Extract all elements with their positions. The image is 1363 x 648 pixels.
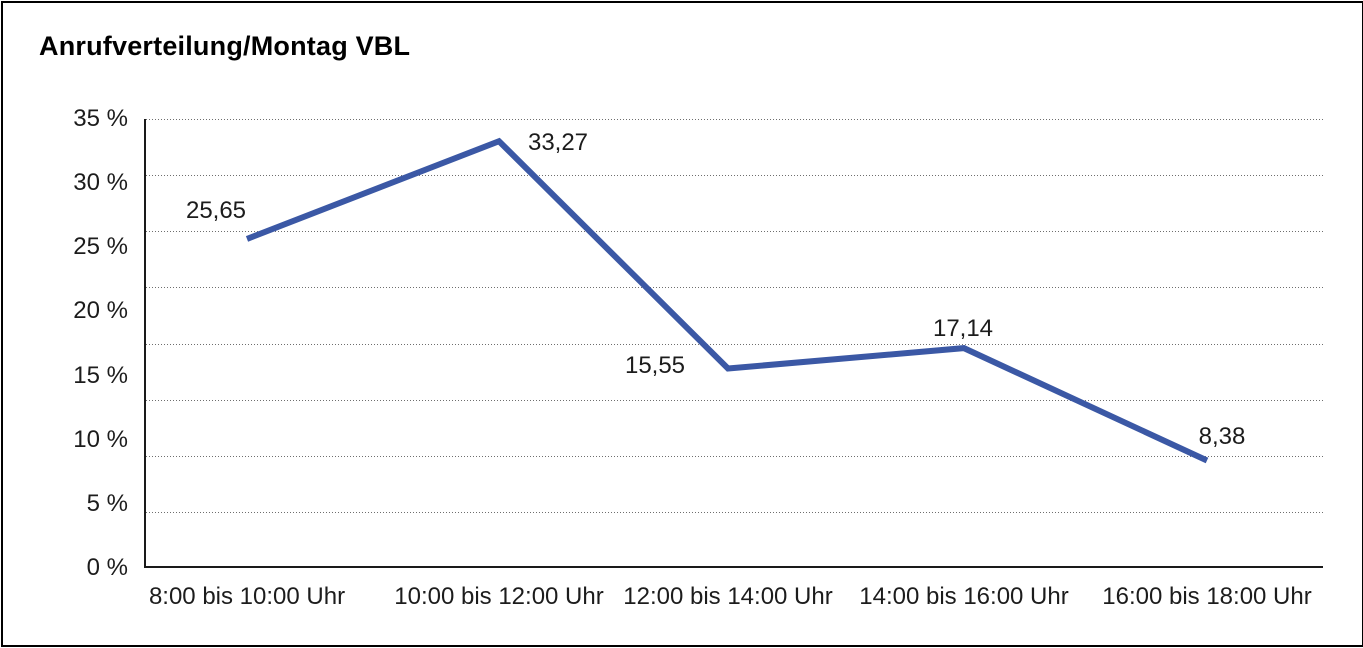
x-axis-tick-label: 10:00 bis 12:00 Uhr <box>394 583 604 610</box>
y-axis-tick-label: 0 % <box>86 554 128 581</box>
x-axis-line <box>144 566 1323 568</box>
gridline <box>146 400 1323 401</box>
y-axis-tick-label: 20 % <box>73 297 128 324</box>
y-axis-tick-label: 5 % <box>86 490 128 517</box>
gridline <box>146 119 1323 120</box>
data-point-label: 25,65 <box>185 197 247 224</box>
y-axis-tick-label: 35 % <box>73 105 128 132</box>
y-axis-tick-label: 25 % <box>73 233 128 260</box>
data-point-label: 33,27 <box>527 129 589 156</box>
x-axis-tick-label: 16:00 bis 18:00 Uhr <box>1102 583 1312 610</box>
gridline <box>146 231 1323 232</box>
y-axis-tick-label: 30 % <box>73 169 128 196</box>
gridline <box>146 456 1323 457</box>
gridline <box>146 344 1323 345</box>
data-point-label: 17,14 <box>932 315 994 342</box>
gridline <box>146 287 1323 288</box>
x-axis-tick-label: 8:00 bis 10:00 Uhr <box>148 583 346 610</box>
x-axis-tick-label: 12:00 bis 14:00 Uhr <box>623 583 833 610</box>
gridline <box>146 175 1323 176</box>
y-axis-tick-label: 10 % <box>73 426 128 453</box>
chart-title: Anrufverteilung/Montag VBL <box>39 31 411 61</box>
y-axis-line <box>144 119 146 568</box>
data-point-label: 8,38 <box>1198 423 1246 450</box>
line-series <box>245 137 1209 464</box>
x-axis-tick-label: 14:00 bis 16:00 Uhr <box>859 583 1069 610</box>
series-line <box>245 137 1209 464</box>
y-axis-tick-label: 15 % <box>73 362 128 389</box>
data-point-label: 15,55 <box>624 352 686 379</box>
gridline <box>146 512 1323 513</box>
